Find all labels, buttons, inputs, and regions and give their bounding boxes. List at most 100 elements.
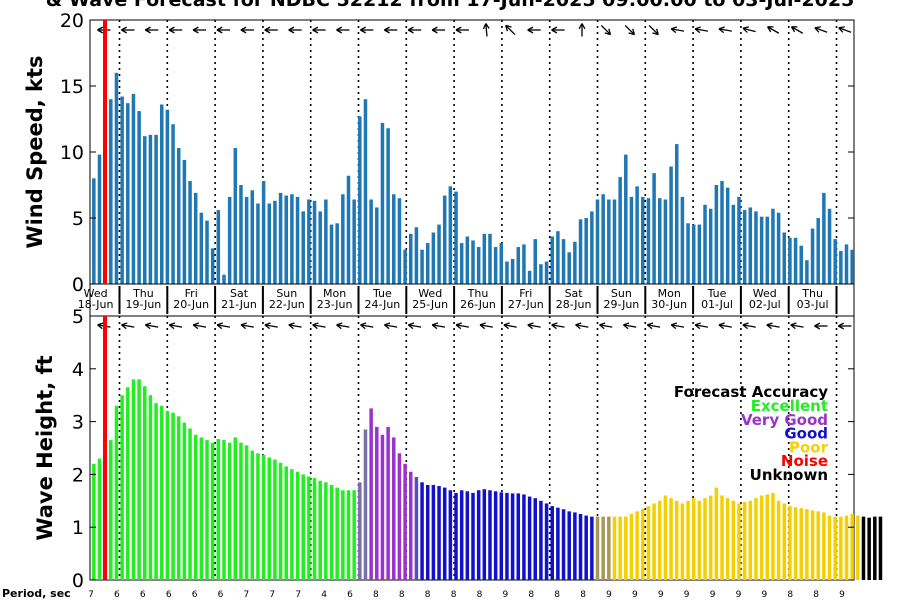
wind-y-axis-label: Wind Speed, kts xyxy=(23,55,47,248)
period-tick-label: 8 xyxy=(813,590,819,600)
direction-arrow-head xyxy=(718,322,725,330)
direction-arrow xyxy=(766,324,780,328)
period-tick-label: 8 xyxy=(554,590,560,600)
direction-arrow xyxy=(742,324,756,328)
bar xyxy=(109,99,113,284)
direction-arrow-head xyxy=(694,322,701,330)
bar xyxy=(822,512,826,580)
wave-bars xyxy=(92,379,883,580)
period-tick-label: 9 xyxy=(736,590,742,600)
direction-arrow-head xyxy=(216,322,223,330)
bar xyxy=(550,236,554,284)
direction-arrow xyxy=(288,324,302,328)
period-tick-label: 9 xyxy=(761,590,767,600)
bar xyxy=(295,471,300,580)
bar xyxy=(595,199,600,284)
bar xyxy=(680,196,685,284)
bar xyxy=(176,148,181,284)
bar xyxy=(363,99,368,284)
date-day-label: Sun xyxy=(276,287,297,300)
bar xyxy=(358,482,362,580)
direction-arrow-head xyxy=(742,322,749,330)
legend-entry: Good xyxy=(784,425,828,443)
wave-y-ticks: 0 1 2 3 4 5 xyxy=(72,306,854,592)
bar xyxy=(341,194,345,284)
date-labels: Wed18-JunThu19-JunFri20-JunSat21-JunSun2… xyxy=(78,286,838,314)
bar xyxy=(324,199,328,284)
date-label: 24-Jun xyxy=(365,298,401,311)
bar xyxy=(539,500,543,580)
date-day-label: Wed xyxy=(84,287,108,300)
direction-arrow xyxy=(193,324,207,328)
bar xyxy=(120,395,124,580)
bar xyxy=(850,249,854,284)
bar xyxy=(867,517,871,580)
direction-arrow-head xyxy=(628,28,636,36)
legend-title: Forecast Accuracy xyxy=(674,383,828,401)
direction-arrow xyxy=(264,324,278,328)
bar xyxy=(878,516,883,580)
bar xyxy=(856,515,860,580)
period-tick-label: 9 xyxy=(684,590,690,600)
period-tick-label: 7 xyxy=(244,590,250,600)
bar xyxy=(114,72,119,284)
direction-arrow-head xyxy=(527,26,534,34)
direction-arrow-head xyxy=(455,322,462,330)
bar xyxy=(369,199,373,284)
bar xyxy=(850,514,854,580)
bar xyxy=(516,247,521,284)
y-tick-label: 5 xyxy=(72,208,84,230)
direction-arrow-head xyxy=(790,322,797,330)
wind-bars xyxy=(92,72,854,285)
bar xyxy=(527,496,532,580)
direction-arrow-head xyxy=(431,322,439,330)
bar xyxy=(505,261,509,284)
bar xyxy=(476,490,481,580)
bar xyxy=(488,233,492,284)
bar xyxy=(335,223,339,284)
bar xyxy=(301,211,305,284)
bar xyxy=(703,498,707,580)
period-tick-label: 9 xyxy=(503,590,509,600)
bar xyxy=(205,220,209,284)
bar xyxy=(618,177,622,284)
bar xyxy=(431,484,436,580)
bar xyxy=(465,491,470,580)
date-label: 01-Jul xyxy=(701,298,733,311)
direction-arrow-head xyxy=(670,322,678,330)
bar xyxy=(459,490,464,580)
direction-arrow xyxy=(384,324,398,328)
period-tick-label: 4 xyxy=(321,590,327,600)
bar xyxy=(816,511,820,580)
bar xyxy=(256,453,260,580)
date-label: 03-Jul xyxy=(797,298,829,311)
bar xyxy=(397,198,402,284)
direction-arrow xyxy=(790,324,804,328)
period-tick-label: 8 xyxy=(528,590,534,600)
direction-arrow-head xyxy=(527,322,534,330)
y-tick-label: 4 xyxy=(72,359,84,381)
bar xyxy=(720,495,724,580)
date-day-label: Fri xyxy=(185,287,198,300)
period-tick-label: 6 xyxy=(140,590,146,600)
bar xyxy=(776,500,781,580)
date-label: 27-Jun xyxy=(508,298,544,311)
date-day-label: Fri xyxy=(519,287,532,300)
direction-arrow-head xyxy=(646,322,654,330)
bar xyxy=(567,252,571,284)
direction-arrow xyxy=(623,324,637,328)
bar xyxy=(324,482,328,580)
direction-arrow-head xyxy=(383,322,391,330)
bar xyxy=(737,503,741,580)
bar xyxy=(143,136,147,284)
bar xyxy=(663,495,668,580)
bar xyxy=(550,506,554,580)
date-day-label: Sat xyxy=(565,287,584,300)
bar xyxy=(210,442,215,580)
period-axis-label: Period, sec xyxy=(2,587,71,600)
bar xyxy=(403,249,407,284)
bar xyxy=(567,511,571,580)
bar xyxy=(148,134,153,284)
bar xyxy=(669,498,673,580)
bar xyxy=(635,186,639,284)
